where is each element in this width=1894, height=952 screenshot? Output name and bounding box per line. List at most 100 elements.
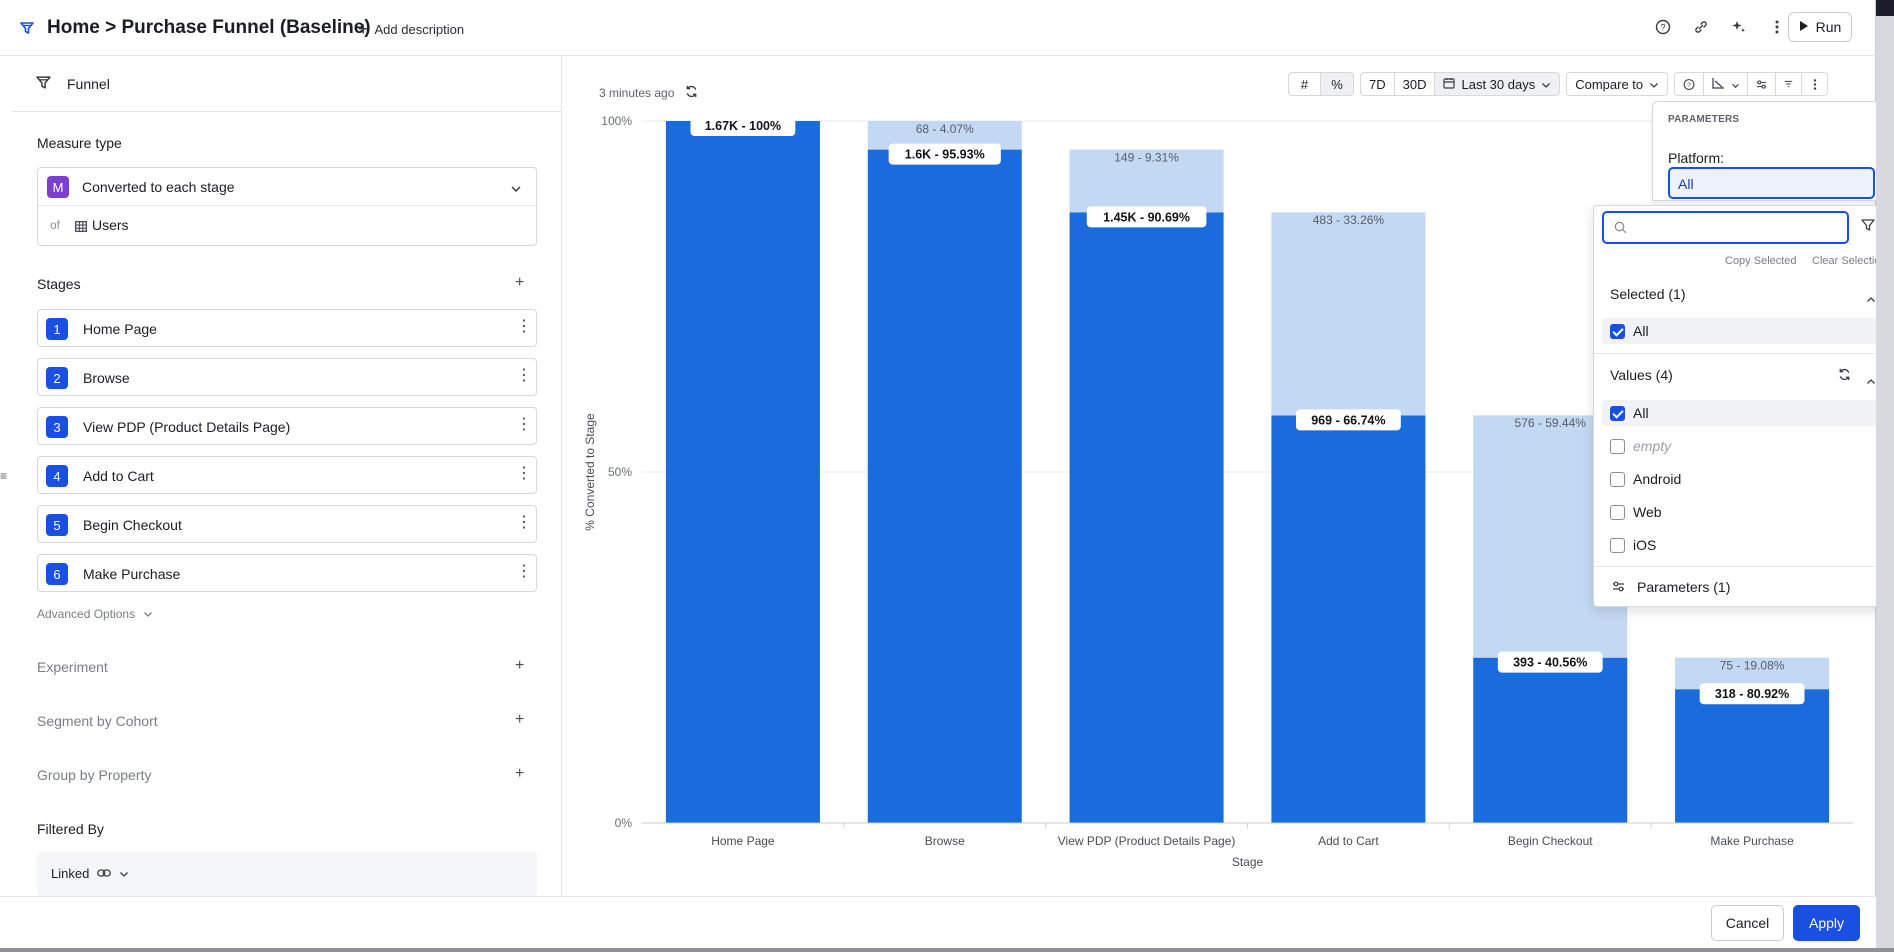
more-vertical-icon[interactable]	[1764, 14, 1790, 40]
add-segment-plus-icon[interactable]: +	[515, 711, 525, 728]
more-vertical-icon[interactable]: ⋮	[516, 367, 532, 384]
count-format-button[interactable]: #	[1288, 72, 1321, 96]
more-vertical-icon[interactable]: ⋮	[516, 514, 532, 531]
chevron-down-icon	[143, 607, 153, 621]
table-icon	[75, 219, 87, 237]
linked-toggle[interactable]: Linked	[51, 866, 129, 881]
value-option-empty[interactable]: empty	[1602, 433, 1887, 459]
conversion-label-bg	[1497, 651, 1603, 673]
x-tick-label: View PDP (Product Details Page)	[1058, 834, 1236, 848]
range-7d-button[interactable]: 7D	[1360, 72, 1395, 96]
value-search-input[interactable]	[1602, 211, 1849, 244]
add-description-button[interactable]: + Add description	[358, 20, 464, 38]
stage-item[interactable]: 3 View PDP (Product Details Page) ⋮	[37, 407, 537, 445]
refresh-icon[interactable]	[684, 84, 699, 102]
stage-number: 6	[46, 563, 68, 585]
measure-badge: M	[47, 176, 69, 198]
cancel-button[interactable]: Cancel	[1711, 905, 1784, 941]
run-label: Run	[1815, 19, 1842, 35]
linked-label: Linked	[51, 866, 90, 881]
dropoff-label: 576 - 59.44%	[1515, 416, 1587, 430]
conversion-label-bg	[1086, 206, 1207, 228]
add-stage-plus-icon[interactable]: +	[515, 274, 525, 291]
percent-format-button[interactable]: %	[1321, 72, 1354, 96]
option-label: iOS	[1633, 537, 1657, 553]
sliders-icon[interactable]	[1748, 72, 1777, 96]
chart-type-icon	[1712, 77, 1725, 92]
sparkle-icon[interactable]	[1726, 14, 1752, 40]
conversion-label: 1.45K - 90.69%	[1103, 210, 1190, 224]
stage-item[interactable]: 5 Begin Checkout ⋮	[37, 505, 537, 543]
funnel-bar-segment	[867, 149, 1022, 823]
checkbox[interactable]	[1610, 439, 1625, 454]
date-range-select[interactable]: Last 30 days	[1435, 72, 1561, 96]
clear-selection-button[interactable]: Clear Selection	[1812, 255, 1887, 267]
percent-icon: %	[1331, 76, 1343, 92]
more-vertical-icon[interactable]	[1802, 72, 1829, 96]
filter-icon[interactable]	[1861, 218, 1875, 237]
stage-item[interactable]: 2 Browse ⋮	[37, 358, 537, 396]
dropoff-label: 149 - 9.31%	[1114, 150, 1179, 164]
measure-type-box: M Converted to each stage of Users	[37, 167, 537, 246]
funnel-bar-segment	[1271, 415, 1426, 823]
help-icon[interactable]: ?	[1650, 14, 1676, 40]
last-updated: 3 minutes ago	[599, 84, 699, 102]
checkbox[interactable]	[1610, 505, 1625, 520]
selected-section-title: Selected (1)	[1610, 286, 1686, 302]
stages-title: Stages	[37, 276, 81, 292]
checkbox[interactable]	[1610, 406, 1625, 421]
range-30d-button[interactable]: 30D	[1394, 72, 1436, 96]
stage-name: Make Purchase	[83, 566, 181, 582]
query-builder-panel: Funnel Measure type M Converted to each …	[12, 56, 562, 896]
chevron-up-icon[interactable]	[1866, 372, 1876, 390]
stage-item[interactable]: 6 Make Purchase ⋮	[37, 554, 537, 592]
checkbox[interactable]	[1610, 324, 1625, 339]
plus-icon: +	[358, 19, 369, 39]
filter-lines-icon[interactable]	[1776, 72, 1803, 96]
search-icon	[1614, 221, 1627, 239]
conversion-label: 393 - 40.56%	[1513, 656, 1587, 670]
segment-by-cohort-title: Segment by Cohort	[37, 713, 158, 729]
option-label: All	[1633, 405, 1649, 421]
more-vertical-icon[interactable]: ⋮	[516, 416, 532, 433]
checkbox[interactable]	[1610, 472, 1625, 487]
svg-text:?: ?	[1687, 82, 1691, 89]
divider	[1594, 566, 1894, 567]
funnel-icon	[20, 21, 34, 40]
measure-type-select[interactable]: M Converted to each stage	[38, 168, 536, 206]
help-icon[interactable]: ?	[1674, 72, 1705, 96]
add-group-plus-icon[interactable]: +	[515, 765, 525, 782]
chevron-up-icon[interactable]	[1866, 290, 1876, 308]
compare-to-select[interactable]: Compare to	[1566, 72, 1669, 96]
list-toggle-icon[interactable]: ≡	[0, 469, 8, 483]
x-tick-label: Add to Cart	[1318, 834, 1379, 848]
value-option-android[interactable]: Android	[1602, 466, 1887, 492]
selected-option[interactable]: All	[1602, 318, 1887, 344]
stage-item[interactable]: 4 Add to Cart ⋮	[37, 456, 537, 494]
measure-of-row[interactable]: of Users	[38, 206, 536, 246]
stage-item[interactable]: 1 Home Page ⋮	[37, 309, 537, 347]
add-experiment-plus-icon[interactable]: +	[515, 657, 525, 674]
more-vertical-icon[interactable]: ⋮	[516, 563, 532, 580]
more-vertical-icon[interactable]: ⋮	[516, 318, 532, 335]
value-option-web[interactable]: Web	[1602, 499, 1887, 525]
run-button[interactable]: Run	[1788, 12, 1852, 42]
refresh-icon[interactable]	[1837, 367, 1852, 387]
link-icon[interactable]	[1688, 14, 1714, 40]
calendar-icon	[1443, 77, 1456, 92]
conversion-label: 1.67K - 100%	[705, 119, 781, 133]
x-tick-label: Home Page	[711, 834, 775, 848]
parameters-link[interactable]: Parameters (1)	[1612, 579, 1730, 595]
apply-button[interactable]: Apply	[1793, 905, 1860, 941]
chart-type-select[interactable]	[1704, 72, 1749, 96]
value-option-all[interactable]: All	[1602, 400, 1887, 426]
platform-select[interactable]: All	[1668, 167, 1875, 199]
value-option-ios[interactable]: iOS	[1602, 532, 1887, 558]
advanced-options-toggle[interactable]: Advanced Options	[37, 607, 153, 621]
platform-values-dropdown: Copy Selected Clear Selection Selected (…	[1593, 205, 1894, 607]
checkbox[interactable]	[1610, 538, 1625, 553]
play-icon	[1799, 19, 1809, 35]
more-vertical-icon[interactable]: ⋮	[516, 465, 532, 482]
stage-name: Home Page	[83, 321, 157, 337]
copy-selected-button[interactable]: Copy Selected	[1725, 255, 1797, 267]
